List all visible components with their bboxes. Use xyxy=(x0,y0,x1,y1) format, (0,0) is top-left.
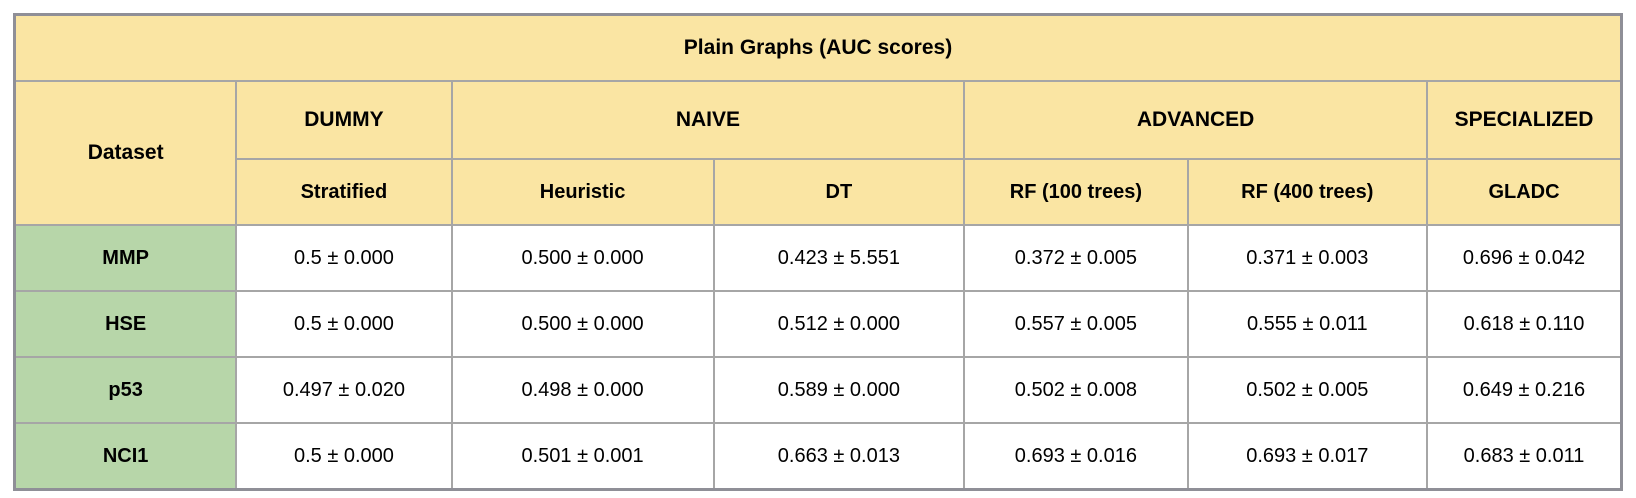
value-cell: 0.649 ± 0.216 xyxy=(1426,356,1623,424)
column-header-stratified: Stratified xyxy=(235,158,453,226)
value-cell: 0.555 ± 0.011 xyxy=(1186,290,1429,358)
value-cell: 0.497 ± 0.020 xyxy=(235,356,453,424)
table-row: HSE 0.5 ± 0.000 0.500 ± 0.000 0.512 ± 0.… xyxy=(13,290,1623,358)
row-label-nci1: NCI1 xyxy=(13,422,238,491)
title-row: Plain Graphs (AUC scores) xyxy=(13,13,1623,82)
value-cell: 0.5 ± 0.000 xyxy=(235,422,453,491)
value-cell: 0.693 ± 0.016 xyxy=(963,422,1189,491)
column-header-dataset: Dataset xyxy=(13,80,238,226)
column-header-dt: DT xyxy=(712,158,966,226)
row-label-p53: p53 xyxy=(13,356,238,424)
column-header-rf100: RF (100 trees) xyxy=(963,158,1189,226)
value-cell: 0.663 ± 0.013 xyxy=(712,422,966,491)
table-row: MMP 0.5 ± 0.000 0.500 ± 0.000 0.423 ± 5.… xyxy=(13,224,1623,292)
group-header-dummy: DUMMY xyxy=(235,80,453,160)
column-header-rf400: RF (400 trees) xyxy=(1186,158,1429,226)
row-label-hse: HSE xyxy=(13,290,238,358)
table-row: p53 0.497 ± 0.020 0.498 ± 0.000 0.589 ± … xyxy=(13,356,1623,424)
value-cell: 0.501 ± 0.001 xyxy=(450,422,715,491)
value-cell: 0.693 ± 0.017 xyxy=(1186,422,1429,491)
table-title: Plain Graphs (AUC scores) xyxy=(13,13,1623,82)
value-cell: 0.557 ± 0.005 xyxy=(963,290,1189,358)
value-cell: 0.500 ± 0.000 xyxy=(450,224,715,292)
row-label-mmp: MMP xyxy=(13,224,238,292)
table-row: NCI1 0.5 ± 0.000 0.501 ± 0.001 0.663 ± 0… xyxy=(13,422,1623,491)
value-cell: 0.372 ± 0.005 xyxy=(963,224,1189,292)
auc-results-table: Plain Graphs (AUC scores) Dataset DUMMY … xyxy=(13,13,1623,491)
column-header-gladc: GLADC xyxy=(1426,158,1623,226)
value-cell: 0.683 ± 0.011 xyxy=(1426,422,1623,491)
value-cell: 0.589 ± 0.000 xyxy=(712,356,966,424)
value-cell: 0.371 ± 0.003 xyxy=(1186,224,1429,292)
value-cell: 0.618 ± 0.110 xyxy=(1426,290,1623,358)
group-header-naive: NAIVE xyxy=(450,80,966,160)
value-cell: 0.423 ± 5.551 xyxy=(712,224,966,292)
value-cell: 0.696 ± 0.042 xyxy=(1426,224,1623,292)
column-header-heuristic: Heuristic xyxy=(450,158,715,226)
value-cell: 0.500 ± 0.000 xyxy=(450,290,715,358)
group-header-specialized: SPECIALIZED xyxy=(1426,80,1623,160)
value-cell: 0.502 ± 0.005 xyxy=(1186,356,1429,424)
value-cell: 0.5 ± 0.000 xyxy=(235,224,453,292)
value-cell: 0.498 ± 0.000 xyxy=(450,356,715,424)
value-cell: 0.5 ± 0.000 xyxy=(235,290,453,358)
value-cell: 0.512 ± 0.000 xyxy=(712,290,966,358)
group-header-advanced: ADVANCED xyxy=(963,80,1429,160)
group-header-row: Dataset DUMMY NAIVE ADVANCED SPECIALIZED xyxy=(13,80,1623,226)
method-header-row: Stratified Heuristic DT RF (100 trees) R… xyxy=(15,158,1623,226)
value-cell: 0.502 ± 0.008 xyxy=(963,356,1189,424)
